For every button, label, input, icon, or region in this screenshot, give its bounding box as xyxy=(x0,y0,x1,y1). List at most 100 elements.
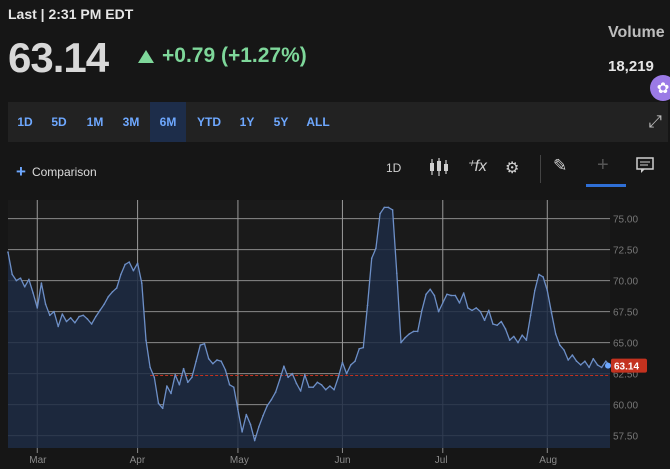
data-point xyxy=(550,312,553,314)
data-point xyxy=(479,310,482,313)
data-point xyxy=(283,365,285,367)
crosshair-icon[interactable]: + xyxy=(597,154,609,176)
data-point xyxy=(99,309,101,312)
data-point xyxy=(15,279,18,282)
data-point xyxy=(132,269,135,272)
expand-chart-icon[interactable]: ⤢ xyxy=(648,112,662,131)
data-point xyxy=(496,324,498,327)
gear-icon[interactable]: ⚙ xyxy=(505,160,520,177)
y-tick-label: 70.00 xyxy=(613,277,638,288)
y-tick-label: 72.50 xyxy=(613,246,638,257)
data-point xyxy=(559,344,561,346)
comment-icon[interactable] xyxy=(636,156,654,177)
x-tick-label: May xyxy=(230,455,249,466)
data-point xyxy=(78,315,80,318)
data-point xyxy=(483,319,486,322)
toolbar-divider xyxy=(540,155,541,183)
data-point xyxy=(136,262,139,265)
data-point xyxy=(508,339,511,341)
data-point xyxy=(237,408,239,411)
y-tick-label: 65.00 xyxy=(613,339,638,350)
data-point xyxy=(425,293,427,296)
range-1d-button[interactable]: 1D xyxy=(17,115,33,129)
y-tick-label: 57.50 xyxy=(613,432,638,443)
data-point xyxy=(74,321,76,324)
data-point xyxy=(49,314,51,317)
data-point xyxy=(232,386,235,389)
price-change-value: +0.79 (+1.27%) xyxy=(162,44,307,67)
data-point xyxy=(220,360,223,362)
data-point xyxy=(416,330,419,333)
data-point xyxy=(354,360,356,362)
comparison-button[interactable]: + Comparison xyxy=(16,162,97,182)
data-point xyxy=(462,292,465,294)
chart-toolbar: + Comparison 1D ⁺fx ⚙ ✎ + xyxy=(8,150,668,190)
data-point xyxy=(274,391,277,393)
last-price-dot xyxy=(605,362,611,369)
last-update-time: Last | 2:31 PM EDT xyxy=(8,6,134,22)
data-point xyxy=(270,398,273,401)
data-point xyxy=(316,381,319,384)
range-ytd-button[interactable]: YTD xyxy=(197,115,221,129)
data-point xyxy=(600,366,603,369)
x-tick-label: Jun xyxy=(334,455,350,466)
candlestick-icon[interactable] xyxy=(428,156,450,181)
range-1m-button[interactable]: 1M xyxy=(86,115,104,129)
data-point xyxy=(216,359,218,361)
range-6m-button[interactable]: 6M xyxy=(150,102,186,142)
data-point xyxy=(337,376,340,379)
data-point xyxy=(412,330,415,333)
data-point xyxy=(178,383,181,386)
data-point xyxy=(458,302,461,304)
data-point xyxy=(324,388,327,391)
assistant-icon[interactable]: ✿ xyxy=(650,75,670,101)
range-5d-button[interactable]: 5D xyxy=(51,115,67,129)
data-point xyxy=(291,372,294,375)
data-point xyxy=(571,354,574,356)
x-tick-label: Apr xyxy=(130,455,146,466)
draw-pencil-icon[interactable]: ✎ xyxy=(553,156,568,175)
data-point xyxy=(207,357,210,360)
data-point xyxy=(149,366,151,369)
data-point xyxy=(57,325,59,328)
data-point xyxy=(153,376,156,379)
data-point xyxy=(245,413,248,416)
volume-value: 18,219 xyxy=(608,58,654,75)
data-point xyxy=(170,392,172,395)
range-3m-button[interactable]: 3M xyxy=(122,115,140,129)
volume-label: Volume xyxy=(608,24,665,41)
function-icon[interactable]: ⁺fx xyxy=(466,158,487,175)
data-point xyxy=(375,247,377,250)
data-point xyxy=(404,336,406,339)
y-tick-label: 62.50 xyxy=(613,370,638,381)
data-point xyxy=(124,263,126,266)
data-point xyxy=(596,364,599,366)
data-point xyxy=(395,272,398,274)
data-point xyxy=(94,315,97,318)
range-1y-button[interactable]: 1Y xyxy=(239,115,255,129)
data-point xyxy=(11,273,13,276)
price-chart[interactable]: 57.50 60.00 62.50 65.00 67.50 70.00 72.50 75.00… xyxy=(0,190,670,469)
data-point xyxy=(538,273,540,276)
data-point xyxy=(441,302,444,304)
data-point xyxy=(199,344,202,346)
data-point xyxy=(521,334,524,336)
data-point xyxy=(19,277,22,279)
data-point xyxy=(82,314,85,317)
y-tick-label: 67.50 xyxy=(613,308,638,319)
range-all-button[interactable]: ALL xyxy=(306,115,330,129)
data-point xyxy=(517,341,519,344)
data-point xyxy=(111,290,114,293)
data-point xyxy=(191,376,193,379)
data-point xyxy=(23,286,26,288)
data-point xyxy=(212,362,214,365)
data-point xyxy=(433,294,436,297)
data-point xyxy=(345,372,348,375)
data-point xyxy=(69,317,72,319)
data-point xyxy=(525,339,528,341)
range-5y-button[interactable]: 5Y xyxy=(273,115,289,129)
data-point xyxy=(333,388,335,391)
x-tick-label: Aug xyxy=(539,455,557,466)
data-point xyxy=(295,382,298,385)
interval-button[interactable]: 1D xyxy=(386,161,402,175)
